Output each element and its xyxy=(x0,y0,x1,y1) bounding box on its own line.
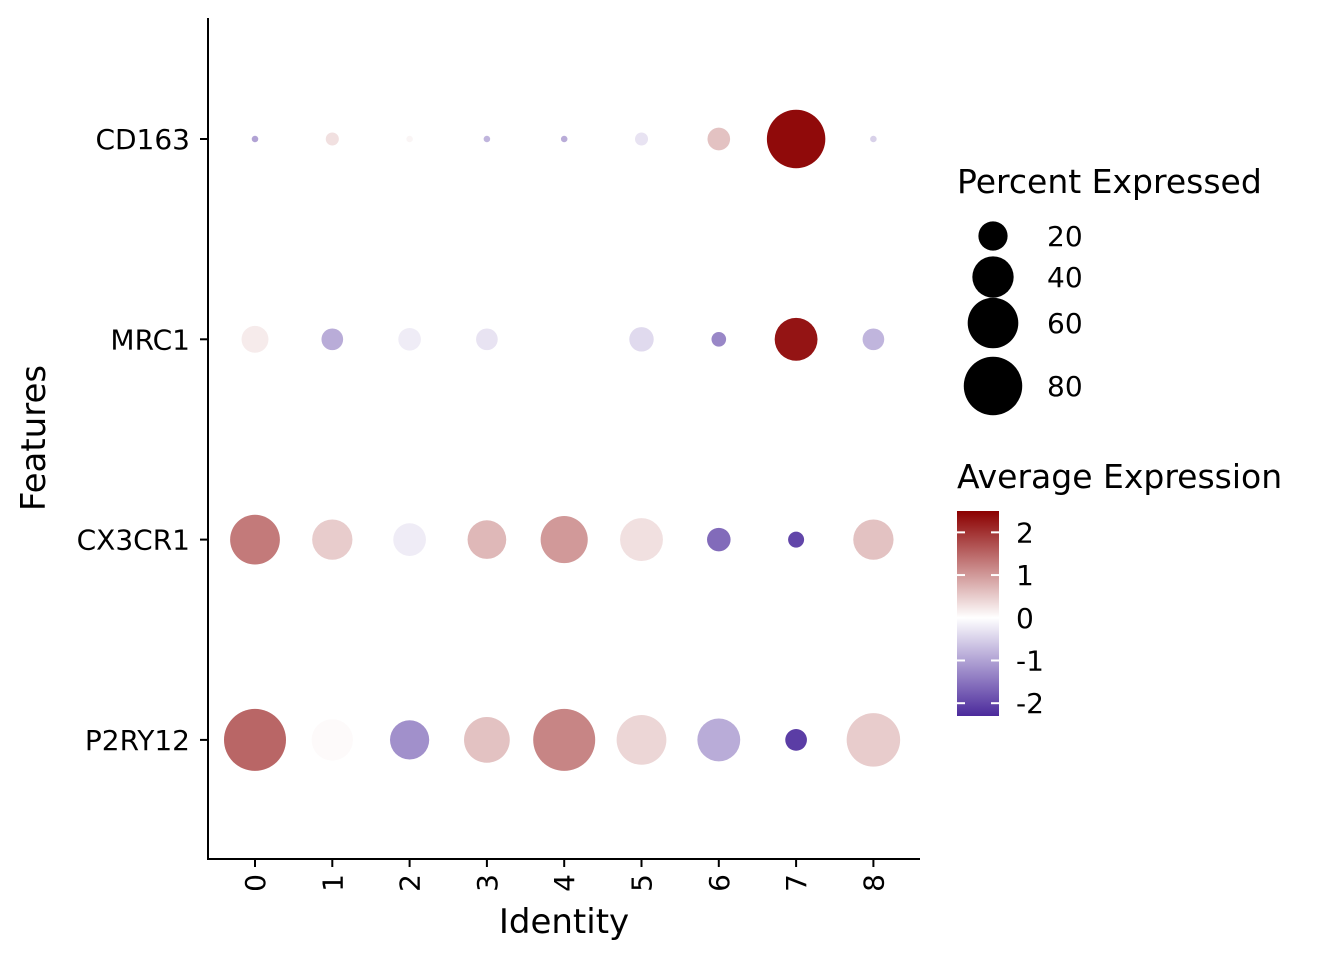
dot-cx3cr1-1 xyxy=(312,519,353,560)
dot-cx3cr1-4 xyxy=(540,516,588,564)
dot-cx3cr1-3 xyxy=(467,520,507,559)
color-tick-label: -1 xyxy=(1016,644,1044,677)
x-tick-label-8: 8 xyxy=(857,874,890,892)
dot-mrc1-1 xyxy=(321,328,344,351)
color-tick-label: 1 xyxy=(1016,559,1034,592)
color-legend-title: Average Expression xyxy=(957,457,1282,496)
dot-cd163-2 xyxy=(406,135,413,143)
dot-mrc1-7 xyxy=(774,317,818,361)
x-tick-label-5: 5 xyxy=(626,874,659,892)
dot-cd163-7 xyxy=(766,109,826,169)
size-legend-dot-20 xyxy=(978,221,1008,251)
dot-cx3cr1-2 xyxy=(393,523,426,556)
dot-mrc1-5 xyxy=(629,327,654,352)
y-tick-label-cd163: CD163 xyxy=(95,123,190,156)
size-legend-label-60: 60 xyxy=(1047,307,1083,340)
dot-mrc1-8 xyxy=(862,328,885,351)
y-tick-label-cx3cr1: CX3CR1 xyxy=(77,524,190,557)
color-legend-ticks: 2 1 0 -1 -2 xyxy=(957,516,1044,720)
x-tick-label-4: 4 xyxy=(548,874,581,892)
y-axis-title: Features xyxy=(14,365,54,511)
dot-p2ry12-6 xyxy=(697,718,741,762)
dot-p2ry12-1 xyxy=(311,719,353,761)
dot-cx3cr1-0 xyxy=(230,514,280,565)
x-tick-label-2: 2 xyxy=(394,874,427,892)
y-tick-label-mrc1: MRC1 xyxy=(110,323,190,356)
dot-p2ry12-7 xyxy=(785,729,807,751)
x-axis-title: Identity xyxy=(499,902,629,942)
size-legend-label-80: 80 xyxy=(1047,370,1083,403)
dot-cx3cr1-6 xyxy=(707,527,731,552)
dot-p2ry12-4 xyxy=(533,708,596,771)
size-legend: Percent Expressed 20 40 60 80 xyxy=(957,162,1262,416)
color-tick-label: 2 xyxy=(1016,516,1034,549)
dot-mrc1-2 xyxy=(398,327,421,351)
color-legend-bar xyxy=(957,511,999,716)
dot-cd163-1 xyxy=(325,132,339,146)
x-ticks: 0 1 2 3 4 5 6 7 8 xyxy=(239,859,890,892)
color-tick-label: -2 xyxy=(1016,687,1044,720)
dot-cd163-5 xyxy=(634,132,649,146)
y-tick-label-p2ry12: P2RY12 xyxy=(85,724,190,757)
dot-p2ry12-8 xyxy=(846,713,901,767)
dot-mrc1-0 xyxy=(241,325,269,353)
size-legend-dot-80 xyxy=(963,356,1023,416)
dot-mrc1-3 xyxy=(476,328,498,351)
size-legend-title: Percent Expressed xyxy=(957,162,1262,201)
size-legend-dot-60 xyxy=(967,297,1019,349)
dot-cx3cr1-5 xyxy=(620,518,663,562)
size-legend-label-20: 20 xyxy=(1047,220,1083,253)
dot-p2ry12-0 xyxy=(224,708,286,771)
size-legend-dot-40 xyxy=(972,256,1014,298)
dot-cx3cr1-8 xyxy=(853,519,894,560)
dot-mrc1-6 xyxy=(711,331,727,347)
x-tick-label-0: 0 xyxy=(239,874,272,892)
dot-p2ry12-2 xyxy=(389,720,430,760)
x-tick-label-7: 7 xyxy=(780,874,813,892)
dot-cd163-6 xyxy=(707,127,731,151)
dot-cd163-8 xyxy=(870,135,877,143)
x-tick-label-6: 6 xyxy=(703,874,736,892)
y-ticks: CD163 MRC1 CX3CR1 P2RY12 xyxy=(77,123,208,757)
color-legend: Average Expression 2 1 0 -1 -2 xyxy=(957,457,1282,720)
dot-cd163-3 xyxy=(483,135,491,143)
color-tick-label: 0 xyxy=(1016,602,1034,635)
dot-cd163-4 xyxy=(560,135,568,143)
x-tick-label-3: 3 xyxy=(471,874,504,892)
dot-cd163-0 xyxy=(251,135,259,143)
dot-p2ry12-5 xyxy=(616,715,667,765)
size-legend-items: 20 40 60 80 xyxy=(963,220,1083,416)
size-legend-label-40: 40 xyxy=(1047,261,1083,294)
dot-p2ry12-3 xyxy=(464,717,510,763)
dot-cx3cr1-7 xyxy=(788,531,805,548)
x-tick-label-1: 1 xyxy=(316,874,349,892)
points-layer xyxy=(224,109,901,771)
